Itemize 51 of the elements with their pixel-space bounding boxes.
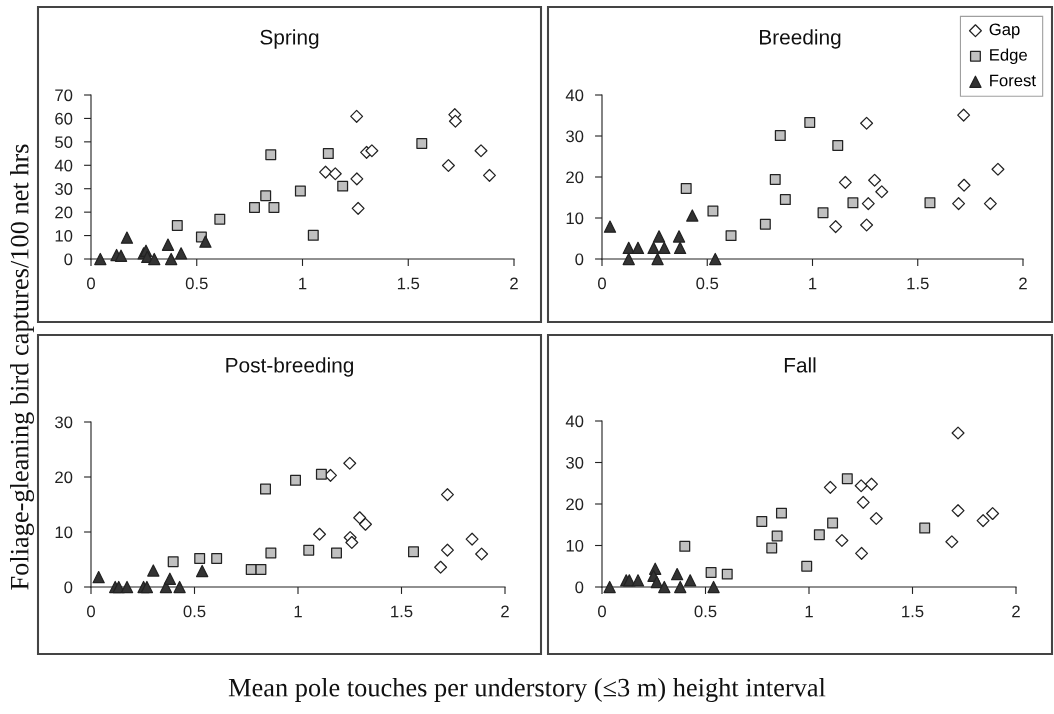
x-tick-label: 2 <box>510 277 518 290</box>
y-tick-label: 70 <box>55 89 73 102</box>
x-tick-label: 1 <box>805 605 813 618</box>
x-tick-label: 0.5 <box>694 605 717 618</box>
y-tick-label: 50 <box>55 136 73 149</box>
x-tick-label: 0 <box>87 277 95 290</box>
x-tick-label: 1 <box>299 277 307 290</box>
legend-label: Edge <box>990 48 1027 65</box>
x-tick-label: 2 <box>501 605 509 618</box>
y-tick-label: 10 <box>55 229 73 242</box>
y-tick-label: 0 <box>64 253 73 266</box>
y-tick-label: 20 <box>55 471 73 484</box>
y-tick-label: 10 <box>566 212 584 225</box>
x-axis-title: Mean pole touches per understory (≤3 m) height interval <box>228 678 826 702</box>
y-tick-label: 20 <box>566 171 584 184</box>
x-tick-label: 0 <box>87 605 95 618</box>
chart-title: Breeding <box>760 29 841 49</box>
y-tick-label: 40 <box>565 89 584 102</box>
y-tick-label: 60 <box>55 112 73 125</box>
x-tick-label: 0.5 <box>183 605 206 618</box>
y-axis-title: Foliage-gleaning bird captures/100 net hrs <box>10 144 34 590</box>
chart-title: Spring <box>260 29 319 49</box>
legend-label: Gap <box>989 23 1020 39</box>
x-tick-label: 0 <box>598 605 606 618</box>
chart-title: Post-breeding <box>226 357 354 377</box>
x-tick-label: 1.5 <box>907 277 929 290</box>
x-tick-label: 1.5 <box>397 277 420 290</box>
y-tick-label: 0 <box>575 581 584 594</box>
y-tick-label: 30 <box>566 456 584 469</box>
y-tick-label: 20 <box>566 498 584 511</box>
x-tick-label: 1 <box>294 605 302 618</box>
x-tick-label: 1.5 <box>391 605 413 618</box>
x-tick-label: 1 <box>809 277 817 290</box>
y-tick-label: 30 <box>55 183 73 195</box>
legend-label: Forest <box>990 74 1036 87</box>
chart-title: Fall <box>784 357 816 373</box>
x-tick-label: 2 <box>1019 277 1027 290</box>
x-tick-label: 0 <box>598 277 606 290</box>
x-tick-label: 0.5 <box>185 277 208 290</box>
y-tick-label: 30 <box>566 130 584 143</box>
y-tick-label: 0 <box>64 581 73 594</box>
y-tick-label: 40 <box>54 159 73 172</box>
y-tick-label: 10 <box>55 526 73 539</box>
x-tick-label: 1.5 <box>902 605 924 618</box>
y-tick-label: 20 <box>55 206 73 219</box>
x-tick-label: 2 <box>1012 605 1020 618</box>
y-tick-label: 30 <box>55 416 73 429</box>
y-tick-label: 40 <box>565 415 584 428</box>
y-tick-label: 0 <box>575 253 584 266</box>
x-tick-label: 0.5 <box>696 277 719 290</box>
y-tick-label: 10 <box>566 539 584 552</box>
